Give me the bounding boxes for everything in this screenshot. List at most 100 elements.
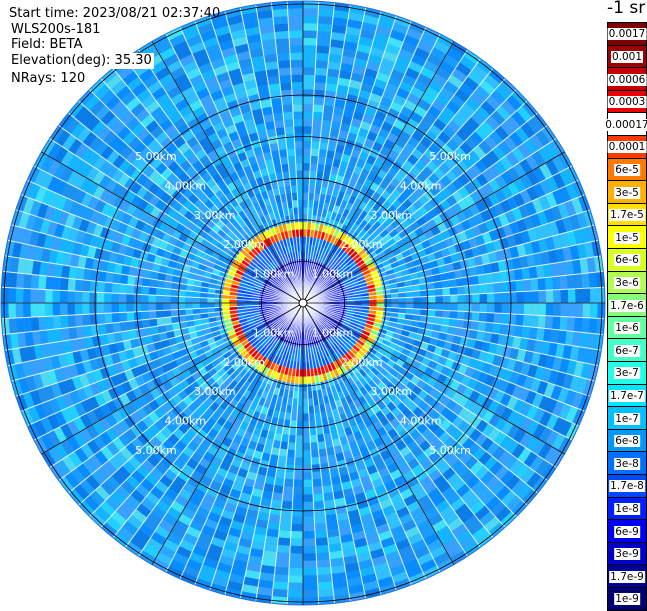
- ppi-gate-cell: [31, 317, 39, 332]
- ppi-gate-cell: [120, 321, 129, 331]
- ppi-gate-cell: [38, 303, 46, 317]
- ppi-gate-cell: [487, 293, 495, 303]
- ppi-gate-cell: [457, 295, 465, 303]
- ppi-gate-cell: [435, 288, 443, 296]
- ppi-gate-cell: [97, 292, 105, 303]
- ppi-gate-cell: [324, 98, 335, 107]
- ppi-gate-cell: [31, 275, 39, 290]
- ppi-gate-cell: [23, 317, 31, 332]
- ppi-gate-cell: [286, 457, 295, 465]
- ppi-gate-cell: [294, 465, 303, 473]
- ppi-gate-cell: [76, 326, 85, 339]
- ppi-gate-cell: [493, 282, 501, 293]
- ppi-gate-cell: [303, 82, 315, 90]
- ppi-gate-cell: [134, 311, 142, 320]
- ppi-gate-cell: [295, 443, 303, 451]
- ppi-gate-cell: [82, 280, 90, 292]
- ppi-gate-cell: [178, 296, 186, 303]
- ppi-gate-cell: [38, 275, 46, 289]
- ppi-gate-cell: [68, 315, 76, 328]
- ppi-gate-cell: [546, 303, 554, 316]
- ppi-gate-cell: [303, 89, 314, 97]
- ppi-gate-cell: [313, 104, 324, 112]
- ppi-gate-cell: [316, 552, 330, 560]
- ppi-gate-cell: [293, 480, 303, 488]
- ppi-gate-cell: [509, 292, 517, 303]
- ppi-gate-cell: [324, 499, 335, 508]
- ppi-gate-cell: [303, 119, 313, 127]
- ppi-gate-cell: [303, 67, 315, 75]
- ppi-gate-cell: [315, 60, 328, 68]
- ppi-gate-cell: [75, 315, 83, 327]
- ppi-gate-cell: [126, 294, 134, 303]
- ppi-gate-cell: [574, 317, 582, 332]
- ppi-gate-cell: [315, 530, 328, 538]
- ppi-gate-cell: [287, 597, 303, 605]
- ppi-gate-cell: [421, 303, 429, 310]
- ppi-gate-cell: [283, 486, 293, 494]
- ppi-gate-cell: [567, 317, 575, 332]
- ppi-gate-cell: [310, 435, 318, 443]
- ppi-gate-cell: [111, 303, 119, 313]
- ppi-gate-cell: [552, 276, 560, 290]
- ppi-gate-cell: [303, 148, 311, 156]
- ppi-gate-cell: [303, 111, 313, 119]
- ppi-gate-cell: [288, 590, 303, 598]
- ppi-gate-cell: [16, 288, 24, 303]
- ppi-gate-cell: [295, 450, 303, 458]
- ppi-gate-cell: [273, 485, 284, 494]
- ppi-gate-cell: [134, 303, 142, 312]
- ppi-gate-cell: [470, 275, 478, 285]
- ppi-gate-cell: [515, 314, 523, 326]
- ppi-gate-cell: [303, 428, 310, 436]
- ppi-gate-cell: [303, 480, 313, 488]
- ppi-gate-cell: [278, 530, 291, 538]
- ppi-gate-cell: [413, 303, 421, 309]
- ppi-gate-cell: [312, 126, 322, 134]
- ppi-gate-cell: [479, 312, 487, 322]
- ppi-gate-cell: [126, 312, 134, 322]
- ppi-gate-cell: [443, 303, 451, 311]
- ppi-gate-cell: [443, 295, 451, 303]
- ppi-gate-cell: [270, 507, 282, 516]
- ppi-gate-cell: [290, 553, 303, 561]
- ppi-gate-cell: [326, 521, 339, 530]
- ppi-gate-cell: [170, 296, 178, 303]
- ppi-gate-cell: [280, 515, 292, 523]
- ppi-gate-cell: [486, 283, 494, 293]
- ppi-gate-cell: [531, 291, 539, 303]
- ppi-gate-cell: [303, 193, 309, 201]
- ppi-gate-cell: [297, 413, 303, 421]
- ppi-gate-cell: [597, 287, 605, 303]
- ppi-gate-cell: [303, 406, 309, 414]
- ppi-gate-cell: [471, 312, 479, 322]
- ppi-gate-cell: [89, 303, 97, 314]
- ppi-gate-cell: [450, 295, 458, 303]
- ppi-gate-cell: [303, 141, 311, 149]
- ppi-gate-cell: [288, 575, 303, 583]
- ppi-gate-cell: [406, 303, 414, 309]
- ppi-gate-cell: [303, 450, 311, 458]
- ppi-gate-cell: [134, 294, 142, 303]
- ppi-gate-cell: [559, 316, 567, 330]
- ppi-gate-cell: [501, 313, 509, 324]
- ppi-gate-cell: [317, 23, 332, 31]
- ppi-gate-cell: [98, 271, 107, 282]
- ppi-gate-cell: [321, 120, 331, 129]
- ppi-gate-cell: [156, 288, 164, 296]
- ppi-gate-cell: [303, 170, 310, 178]
- ppi-gate-cell: [314, 82, 326, 90]
- ppi-gate-cell: [546, 290, 554, 303]
- ppi-gate-cell: [82, 303, 90, 315]
- ppi-gate-cell: [590, 288, 598, 303]
- ppi-gate-cell: [163, 288, 171, 296]
- ppi-gate-cell: [193, 297, 201, 303]
- ppi-gate-cell: [303, 560, 317, 568]
- ppi-gate-cell: [287, 450, 295, 458]
- ppi-gate-cell: [421, 296, 429, 303]
- ppi-gate-cell: [514, 325, 523, 337]
- ppi-gate-cell: [156, 295, 164, 303]
- ppi-gate-cell: [67, 303, 75, 315]
- ppi-gate-cell: [163, 296, 171, 303]
